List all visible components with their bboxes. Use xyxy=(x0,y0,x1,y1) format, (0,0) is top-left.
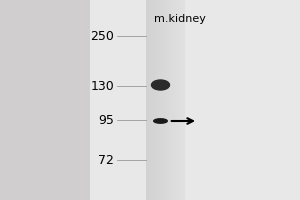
Bar xyxy=(175,0,177,200)
Text: 95: 95 xyxy=(98,114,114,127)
Bar xyxy=(148,0,149,200)
Bar xyxy=(165,0,167,200)
Bar xyxy=(179,0,181,200)
Bar xyxy=(182,0,184,200)
Bar xyxy=(171,0,173,200)
Ellipse shape xyxy=(152,80,169,90)
Bar xyxy=(161,0,163,200)
FancyBboxPatch shape xyxy=(146,0,184,200)
Bar xyxy=(152,0,153,200)
Bar xyxy=(155,0,157,200)
Text: m.kidney: m.kidney xyxy=(154,14,206,24)
Bar xyxy=(146,0,148,200)
Text: 130: 130 xyxy=(90,80,114,92)
Bar xyxy=(153,0,155,200)
Text: 72: 72 xyxy=(98,154,114,166)
Bar xyxy=(159,0,161,200)
Bar xyxy=(157,0,159,200)
Bar xyxy=(169,0,171,200)
Bar xyxy=(173,0,175,200)
Text: 250: 250 xyxy=(90,29,114,43)
Bar xyxy=(167,0,169,200)
FancyBboxPatch shape xyxy=(90,0,300,200)
Bar xyxy=(149,0,152,200)
Ellipse shape xyxy=(154,119,167,123)
Bar xyxy=(177,0,179,200)
Bar xyxy=(181,0,182,200)
Bar xyxy=(163,0,165,200)
